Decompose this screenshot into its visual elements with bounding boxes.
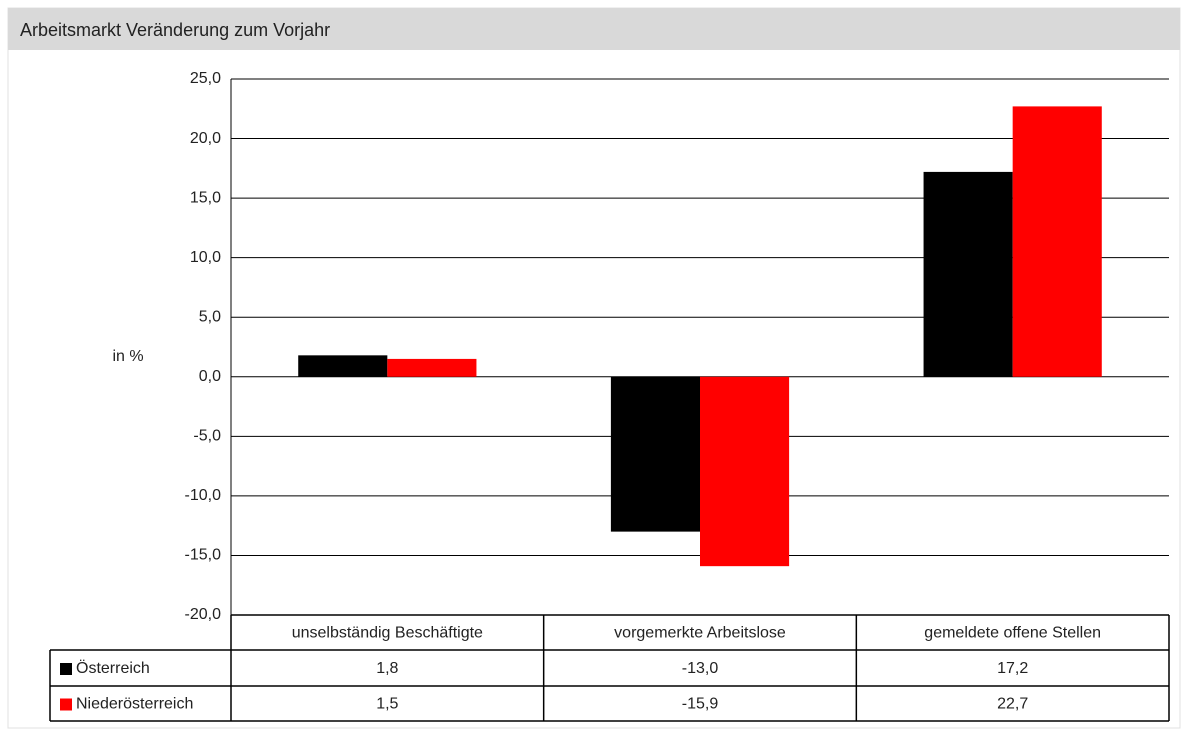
y-tick-label: 25,0 bbox=[190, 70, 221, 87]
bar bbox=[923, 171, 1013, 377]
bar bbox=[610, 376, 700, 532]
bar bbox=[700, 376, 790, 567]
bar bbox=[387, 358, 477, 377]
table-value: -13,0 bbox=[682, 660, 719, 677]
table-value: 1,5 bbox=[376, 696, 398, 713]
y-tick-label: 15,0 bbox=[190, 189, 221, 206]
bar bbox=[298, 355, 388, 377]
header-bar bbox=[8, 8, 1180, 50]
x-tick-label: unselbständig Beschäftigte bbox=[292, 625, 483, 642]
y-tick-label: -10,0 bbox=[185, 487, 222, 504]
legend-swatch bbox=[60, 698, 72, 711]
bar bbox=[1012, 106, 1102, 377]
legend-label: Niederösterreich bbox=[76, 696, 193, 713]
x-tick-label: gemeldete offene Stellen bbox=[924, 625, 1101, 642]
table-value: 22,7 bbox=[997, 696, 1028, 713]
y-tick-label: 10,0 bbox=[190, 249, 221, 266]
y-tick-label: 0,0 bbox=[199, 368, 221, 385]
legend-label: Österreich bbox=[76, 659, 150, 677]
table-value: -15,9 bbox=[682, 696, 719, 713]
legend-swatch bbox=[60, 663, 72, 675]
y-tick-label: -5,0 bbox=[193, 428, 221, 445]
table-value: 1,8 bbox=[376, 660, 398, 677]
y-tick-label: -20,0 bbox=[185, 606, 222, 623]
y-tick-label: 20,0 bbox=[190, 130, 221, 147]
y-axis-label: in % bbox=[112, 348, 143, 365]
table-value: 17,2 bbox=[997, 660, 1028, 677]
y-tick-label: 5,0 bbox=[199, 308, 221, 325]
y-tick-label: -15,0 bbox=[185, 547, 222, 564]
x-tick-label: vorgemerkte Arbeitslose bbox=[614, 625, 786, 642]
chart-title: Arbeitsmarkt Veränderung zum Vorjahr bbox=[20, 20, 330, 40]
